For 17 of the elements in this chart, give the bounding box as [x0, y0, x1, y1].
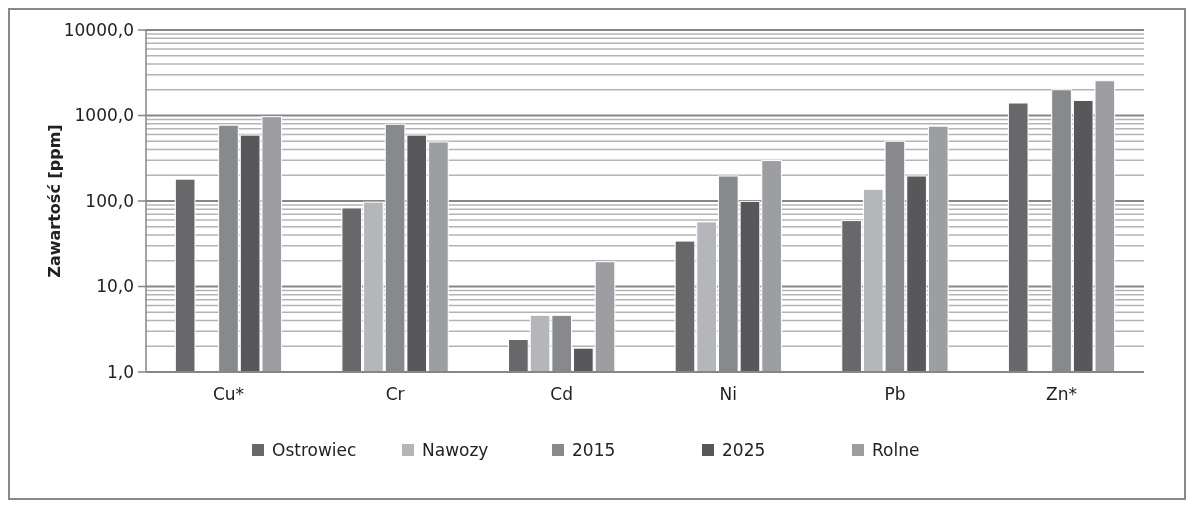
legend-label: Ostrowiec [272, 439, 357, 460]
x-tick-label: Cr [385, 384, 405, 404]
x-tick-label: Ni [719, 384, 738, 404]
x-tick-label: Cu* [212, 384, 245, 404]
legend-label: 2015 [572, 439, 616, 460]
x-tick-label: Cd [550, 384, 574, 404]
legend-label: 2025 [722, 439, 766, 460]
y-tick-label: 1000,0 [74, 105, 134, 126]
y-tick-label: 10000,0 [63, 19, 134, 40]
x-tick-label: Pb [884, 384, 906, 404]
y-tick-label: 10,0 [96, 276, 134, 297]
y-axis-title: Zawartość [ppm] [45, 124, 64, 278]
legend-label: Rolne [872, 439, 920, 460]
y-tick-label: 1,0 [106, 361, 134, 382]
legend-label: Nawozy [422, 439, 489, 460]
x-tick-label: Zn* [1046, 384, 1077, 404]
y-tick-label: 100,0 [85, 190, 134, 211]
